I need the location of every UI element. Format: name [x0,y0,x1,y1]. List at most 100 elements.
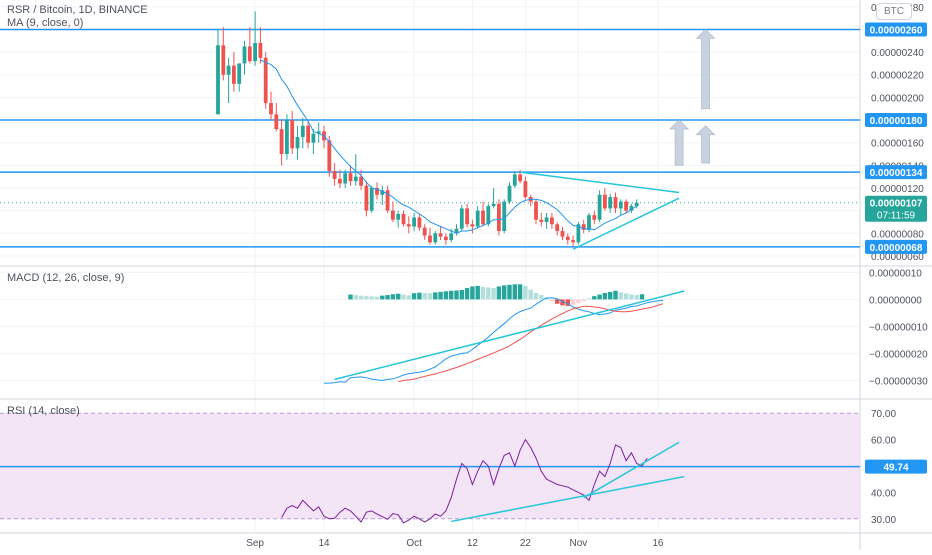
macd-histogram-bar[interactable] [496,286,502,300]
macd-histogram-bar[interactable] [433,292,438,300]
macd-histogram-bar[interactable] [528,289,533,300]
candle-body[interactable] [534,201,538,220]
macd-histogram-bar[interactable] [369,296,374,300]
candle-body[interactable] [300,125,305,138]
candle-body[interactable] [523,181,528,198]
macd-histogram-bar[interactable] [592,296,597,300]
candle-body[interactable] [422,227,427,236]
candle-body[interactable] [571,240,575,243]
macd-histogram-bar[interactable] [576,299,581,304]
candle-body[interactable] [618,201,623,209]
macd-histogram-bar[interactable] [539,295,544,300]
projection-arrow[interactable] [695,28,716,110]
macd-histogram-bar[interactable] [629,294,634,300]
macd-histogram-bar[interactable] [639,294,645,300]
candle-body[interactable] [226,65,231,75]
projection-arrow[interactable] [695,125,716,164]
macd-histogram-bar[interactable] [502,285,507,300]
macd-histogram-bar[interactable] [390,294,396,300]
candle-body[interactable] [406,224,411,227]
macd-histogram-bar[interactable] [459,289,464,300]
horizontal-line-label[interactable]: 0.00000134 [870,168,923,179]
candle-body[interactable] [295,137,300,149]
macd-histogram-bar[interactable] [401,294,406,300]
rsi-trendline[interactable] [583,441,680,499]
candle-body[interactable] [216,45,220,115]
candle-body[interactable] [253,43,257,62]
candle-body[interactable] [486,206,491,225]
candle-body[interactable] [385,190,390,211]
candle-body[interactable] [634,202,639,207]
candle-body[interactable] [539,219,544,222]
candle-body[interactable] [449,233,454,241]
macd-histogram-bar[interactable] [581,299,586,302]
macd-histogram-bar[interactable] [454,290,459,300]
candle-body[interactable] [237,63,242,84]
candle-body[interactable] [502,201,507,232]
candle-body[interactable] [597,194,602,220]
triangle-trendline[interactable] [572,197,680,250]
candle-body[interactable] [417,217,422,228]
rsi-trendline[interactable] [451,475,685,523]
candle-body[interactable] [470,224,475,227]
candle-body[interactable] [428,235,432,243]
macd-histogram-bar[interactable] [602,292,608,300]
macd-trendline[interactable] [334,290,685,381]
macd-histogram-bar[interactable] [380,295,385,300]
macd-line[interactable] [324,297,664,384]
candle-body[interactable] [306,125,310,143]
candle-body[interactable] [433,233,438,243]
candle-body[interactable] [512,174,517,186]
horizontal-line-label[interactable]: 0.00000068 [870,243,923,254]
macd-histogram-bar[interactable] [364,296,369,300]
candle-body[interactable] [518,174,522,182]
macd-histogram-bar[interactable] [549,299,555,302]
candle-body[interactable] [412,217,416,227]
macd-histogram-bar[interactable] [560,299,565,306]
candle-body[interactable] [444,236,448,241]
macd-histogram-bar[interactable] [507,284,512,300]
candle-body[interactable] [550,217,554,225]
candle-body[interactable] [258,43,263,58]
candle-body[interactable] [221,45,226,75]
candle-body[interactable] [380,190,385,195]
macd-histogram-bar[interactable] [486,287,491,300]
candle-body[interactable] [401,214,406,225]
candle-body[interactable] [285,120,289,155]
macd-histogram-bar[interactable] [358,295,364,300]
candle-body[interactable] [475,210,480,227]
macd-histogram-bar[interactable] [396,293,401,300]
macd-histogram-bar[interactable] [586,298,592,300]
candle-body[interactable] [359,176,363,186]
candle-body[interactable] [438,233,443,237]
candle-body[interactable] [364,185,369,211]
rsi-legend[interactable]: RSI (14, close) [7,405,80,417]
macd-histogram-bar[interactable] [475,285,480,300]
candle-body[interactable] [507,185,512,202]
ma-line[interactable] [260,59,637,234]
candle-body[interactable] [391,210,395,220]
candle-body[interactable] [343,173,348,184]
macd-histogram-bar[interactable] [634,295,639,300]
macd-histogram-bar[interactable] [417,292,422,300]
candle-body[interactable] [565,236,570,241]
candle-body[interactable] [481,210,485,225]
candle-body[interactable] [587,215,591,230]
macd-histogram-bar[interactable] [374,296,380,300]
candle-body[interactable] [242,46,247,64]
macd-histogram-bar[interactable] [523,285,528,300]
candle-body[interactable] [629,206,634,211]
candle-body[interactable] [247,46,252,62]
macd-histogram-bar[interactable] [470,286,475,300]
candle-body[interactable] [459,208,464,229]
projection-arrow[interactable] [669,119,690,166]
candle-body[interactable] [624,201,628,211]
ma-legend[interactable]: MA (9, close, 0) [7,17,83,29]
candle-body[interactable] [581,224,586,230]
macd-histogram-bar[interactable] [618,292,623,300]
macd-legend[interactable]: MACD (12, 26, close, 9) [7,272,124,284]
macd-histogram-bar[interactable] [517,284,523,300]
macd-histogram-bar[interactable] [480,286,486,300]
macd-histogram-bar[interactable] [512,284,517,300]
